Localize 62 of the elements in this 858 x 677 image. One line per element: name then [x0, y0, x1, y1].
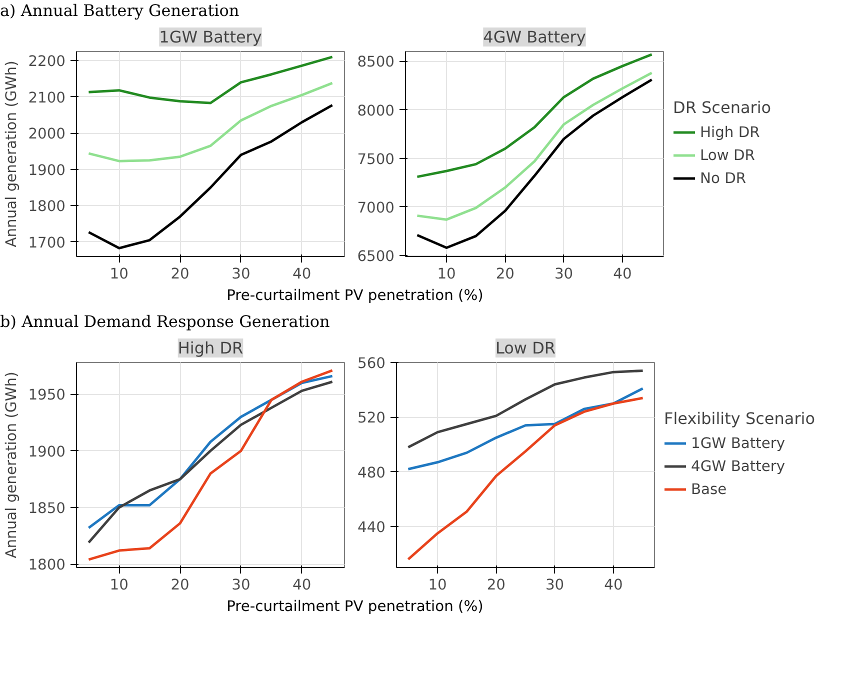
x-tick-label: 10 — [437, 266, 456, 282]
legend-label: 1GW Battery — [691, 434, 786, 452]
y-tick-label: 2000 — [28, 126, 66, 143]
y-tick-label: 440 — [358, 519, 386, 536]
text: a) Annual Battery Generation — [0, 0, 240, 22]
text: b) Annual Demand Response Generation — [0, 311, 330, 333]
legend-label: 4GW Battery — [691, 458, 786, 474]
y-tick-label: 8500 — [357, 54, 395, 71]
y-tick-label: 560 — [358, 355, 386, 372]
legend-label: High DR — [700, 124, 760, 140]
legend-label: Low DR — [700, 146, 755, 164]
chart-title: High DR — [178, 338, 244, 358]
y-tick-label: 1900 — [28, 162, 66, 179]
x-tick-label: 30 — [232, 266, 250, 282]
line-series — [87, 56, 334, 104]
legend-label: Base — [691, 480, 727, 498]
y-tick-label: 520 — [358, 410, 386, 427]
x-tick-label: 30 — [545, 576, 564, 594]
x-axis-title: Pre-curtailment PV penetration (%) — [226, 286, 484, 306]
line-series — [416, 78, 654, 250]
line-series — [87, 104, 334, 250]
line-series — [406, 369, 644, 448]
line-series — [416, 72, 654, 221]
y-tick-label: 8000 — [357, 102, 395, 120]
x-tick-label: 30 — [232, 576, 250, 594]
x-tick-label: 10 — [110, 266, 128, 282]
x-tick-label: 20 — [486, 576, 506, 594]
y-tick-label: 7000 — [357, 199, 395, 216]
line-series — [406, 387, 644, 470]
line-series — [416, 53, 654, 178]
y-tick-label: 1800 — [28, 198, 66, 216]
y-tick-label: 1800 — [28, 556, 66, 574]
legend-title: DR Scenario — [673, 98, 772, 117]
line-series — [406, 396, 644, 561]
y-tick-label: 1900 — [28, 443, 66, 460]
y-tick-label: 2100 — [28, 89, 66, 106]
legend-label: No DR — [700, 170, 746, 186]
x-tick-label: 40 — [292, 576, 312, 594]
line-series — [87, 82, 334, 162]
y-axis-title: Annual generation (GWh) — [3, 372, 20, 558]
x-tick-label: 10 — [428, 576, 447, 594]
chart-title: Low DR — [495, 338, 556, 358]
y-tick-label: 1700 — [28, 234, 66, 252]
x-tick-label: 20 — [496, 266, 515, 282]
x-tick-label: 30 — [554, 266, 574, 282]
y-tick-label: 6500 — [357, 248, 395, 266]
x-tick-label: 20 — [170, 576, 190, 594]
x-tick-label: 20 — [170, 266, 190, 282]
y-tick-label: 1850 — [28, 500, 66, 517]
y-axis-title: Annual generation (GWh) — [3, 60, 20, 248]
x-tick-label: 40 — [604, 576, 623, 594]
x-axis-title: Pre-curtailment PV penetration (%) — [226, 597, 484, 617]
x-tick-label: 10 — [110, 576, 128, 594]
chart-title: 4GW Battery — [483, 28, 586, 46]
chart-title: 1GW Battery — [159, 28, 262, 46]
y-tick-label: 1950 — [28, 386, 66, 404]
x-tick-label: 40 — [613, 266, 632, 282]
legend-title: Flexibility Scenario — [664, 409, 815, 428]
y-tick-label: 2200 — [28, 53, 66, 70]
y-tick-label: 480 — [358, 464, 386, 482]
y-tick-label: 7500 — [357, 150, 395, 168]
x-tick-label: 40 — [292, 266, 312, 282]
